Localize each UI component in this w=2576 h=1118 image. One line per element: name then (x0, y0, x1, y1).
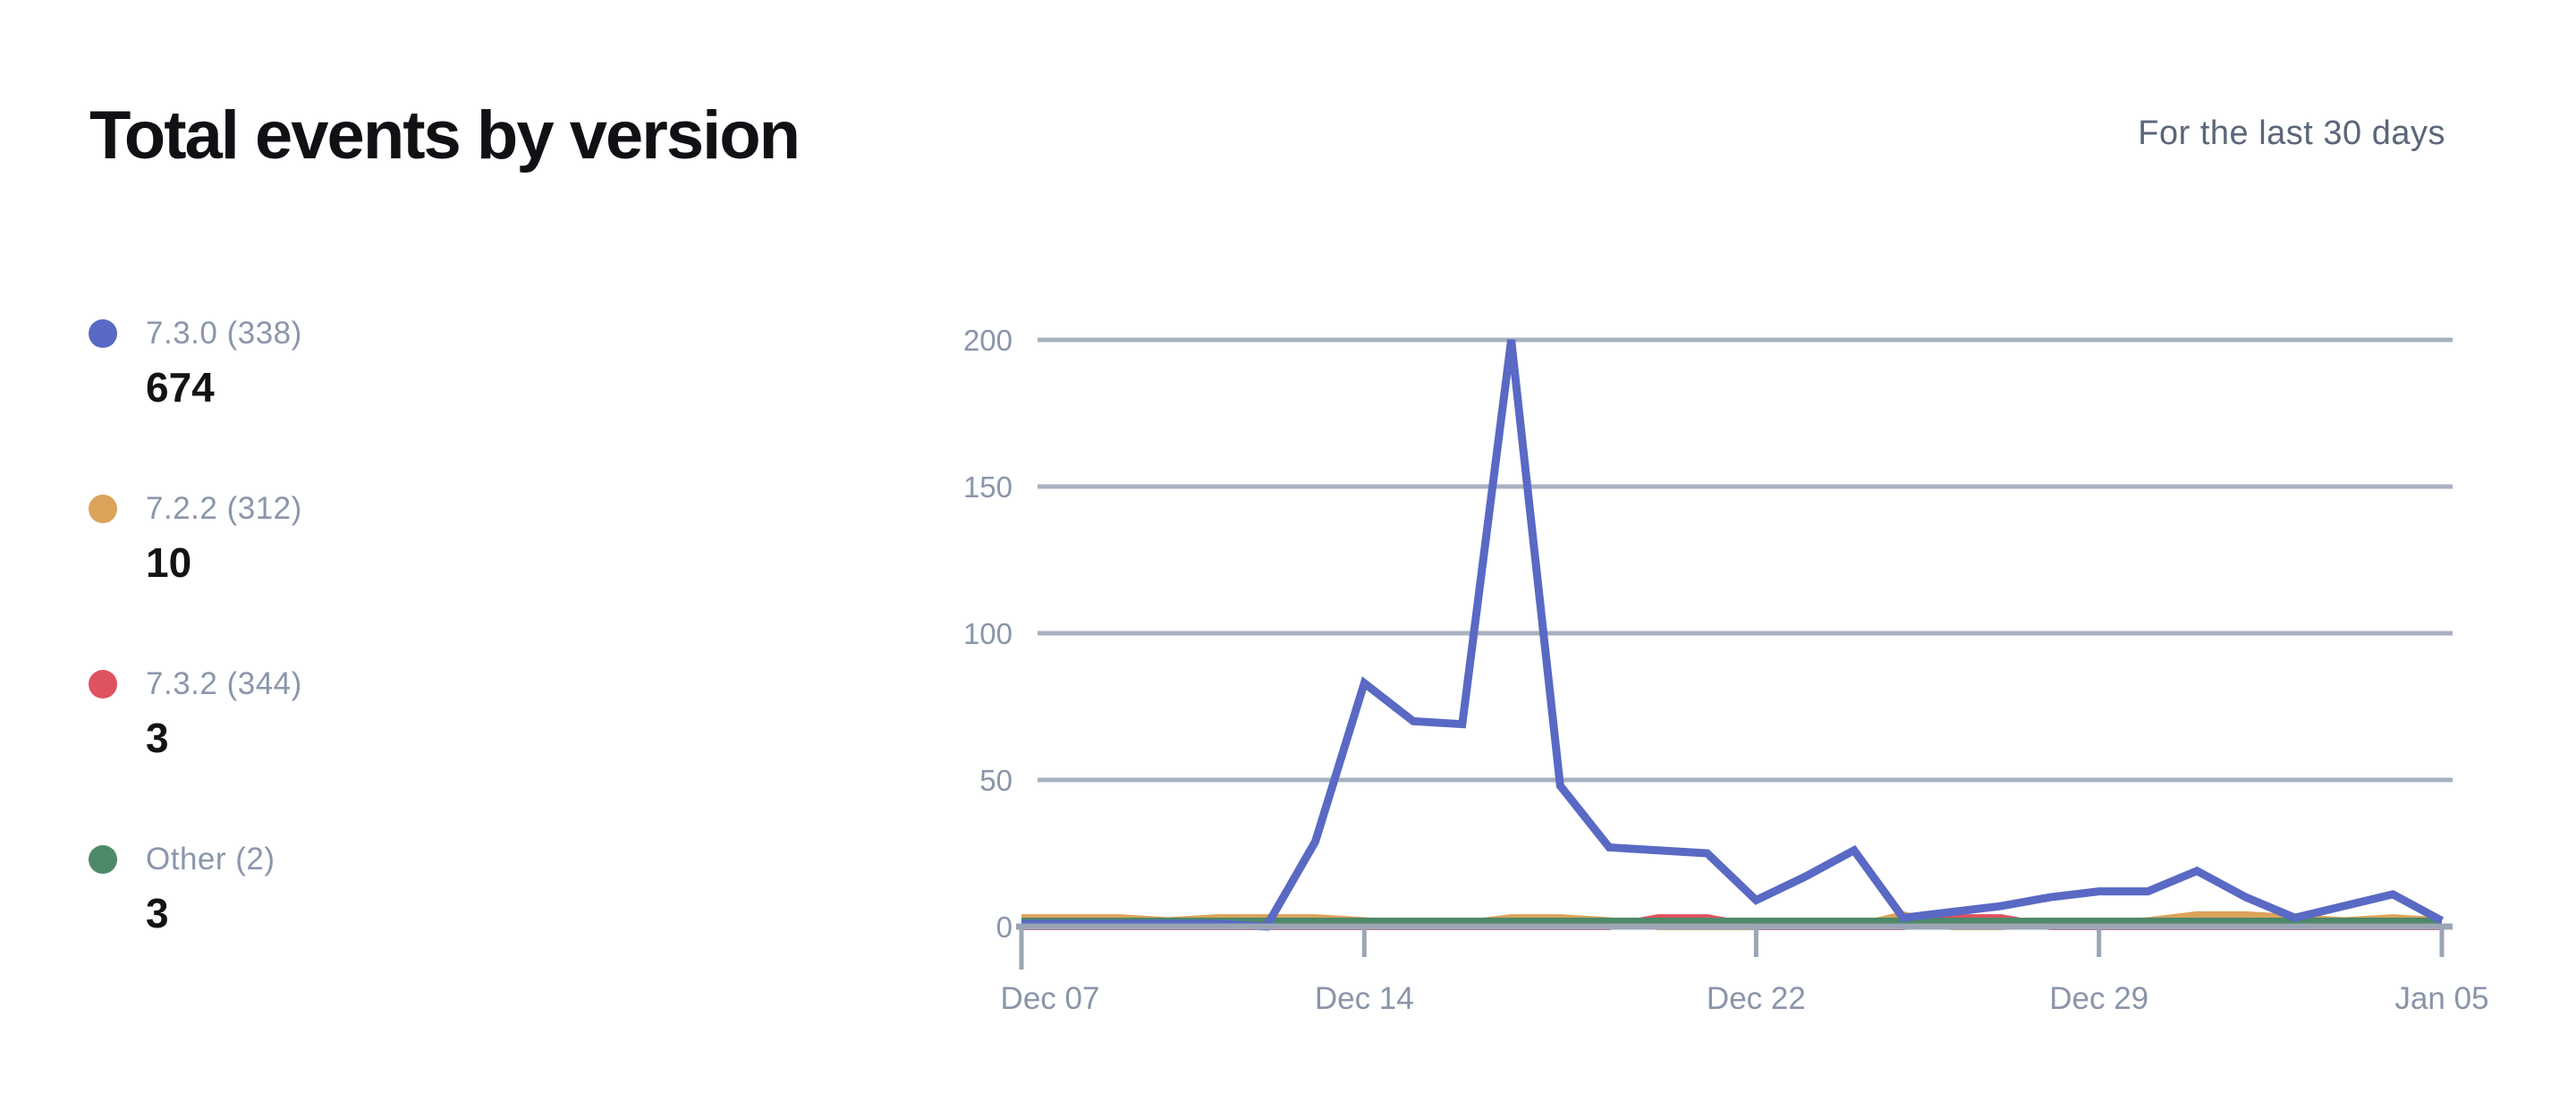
legend-series-count: 3 (146, 890, 169, 936)
legend-row: 7.3.0 (338) (89, 315, 302, 352)
legend-series-label: 7.2.2 (312) (146, 491, 302, 526)
legend-item-other[interactable]: Other (2) 3 (89, 841, 302, 937)
legend-color-dot (89, 495, 117, 523)
x-axis-label: Jan 05 (2394, 981, 2488, 1016)
legend-row: Other (2) (89, 841, 302, 878)
x-axis-label: Dec 29 (2049, 981, 2148, 1016)
x-axis-label: Dec 22 (1707, 981, 1806, 1016)
date-range-label: For the last 30 days (2138, 114, 2445, 152)
legend-series-label: 7.3.0 (338) (146, 316, 302, 351)
page-title: Total events by version (89, 97, 801, 174)
legend-row: 7.2.2 (312) (89, 490, 302, 528)
chart-area: 0 50 100 150 200 Dec 07 Dec 14 Dec 22 Dec 29 Jan … (930, 304, 2504, 1073)
legend-item-7.3.2[interactable]: 7.3.2 (344) 3 (89, 665, 302, 762)
legend-item-7.2.2[interactable]: 7.2.2 (312) 10 (89, 490, 302, 587)
legend-series-label: 7.3.2 (344) (146, 666, 302, 701)
legend-series-count: 3 (146, 715, 169, 761)
x-axis-label: Dec 14 (1315, 981, 1414, 1016)
y-axis-label: 0 (996, 910, 1013, 944)
legend-item-7.3.0[interactable]: 7.3.0 (338) 674 (89, 315, 302, 411)
chart-legend: 7.3.0 (338) 674 7.2.2 (312) 10 7.3.2 (344) 3 O… (89, 315, 302, 1016)
y-axis-label: 100 (963, 617, 1013, 650)
legend-color-dot (89, 670, 117, 699)
legend-series-label: Other (2) (146, 842, 275, 877)
y-axis-label: 200 (963, 324, 1013, 357)
x-axis-label: Dec 07 (1001, 981, 1100, 1016)
legend-series-count: 674 (146, 364, 215, 411)
legend-color-dot (89, 319, 117, 348)
y-axis-label: 150 (963, 470, 1013, 504)
legend-color-dot (89, 845, 117, 874)
events-line-chart: 0 50 100 150 200 Dec 07 Dec 14 Dec 22 Dec 29 Jan … (963, 324, 2489, 1016)
legend-series-count: 10 (146, 539, 192, 586)
legend-row: 7.3.2 (344) (89, 665, 302, 703)
y-axis-label: 50 (979, 764, 1013, 797)
